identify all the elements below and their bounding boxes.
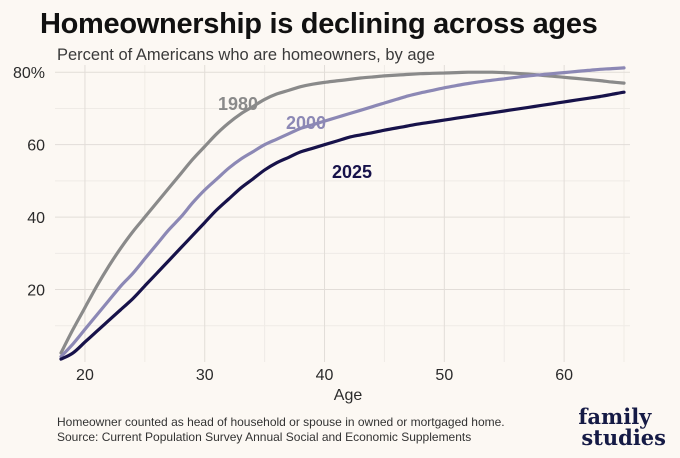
y-axis-ticks: 20 40 60 80% — [13, 65, 45, 299]
x-axis-ticks: 20 30 40 50 60 — [76, 367, 573, 384]
logo-line-1: family — [578, 404, 652, 429]
series-label-2000: 2000 — [286, 113, 326, 133]
footnote: Homeowner counted as head of household o… — [57, 415, 505, 429]
x-tick-label: 50 — [435, 367, 453, 384]
series-line-2025 — [59, 90, 626, 361]
y-tick-label: 40 — [27, 210, 45, 227]
x-tick-label: 30 — [196, 367, 214, 384]
y-tick-label: 80% — [13, 65, 45, 82]
logo-line-2: studies — [581, 425, 666, 450]
series-line-2000 — [59, 66, 626, 359]
series-label-2025: 2025 — [332, 162, 372, 182]
y-tick-label: 20 — [27, 283, 45, 300]
series-label-1980: 1980 — [218, 94, 258, 114]
x-tick-label: 40 — [316, 367, 334, 384]
x-tick-label: 60 — [555, 367, 573, 384]
y-tick-label: 60 — [27, 138, 45, 155]
chart-subtitle: Percent of Americans who are homeowners,… — [57, 46, 435, 64]
series-labels: 1980 2000 2025 — [218, 94, 372, 182]
x-axis-title: Age — [334, 387, 363, 404]
chart-title: Homeownership is declining across ages — [40, 8, 598, 40]
family-studies-logo: family studies — [578, 406, 666, 448]
series-lines — [59, 66, 626, 361]
grid — [55, 65, 630, 362]
source-note: Source: Current Population Survey Annual… — [57, 430, 472, 444]
x-tick-label: 20 — [76, 367, 94, 384]
